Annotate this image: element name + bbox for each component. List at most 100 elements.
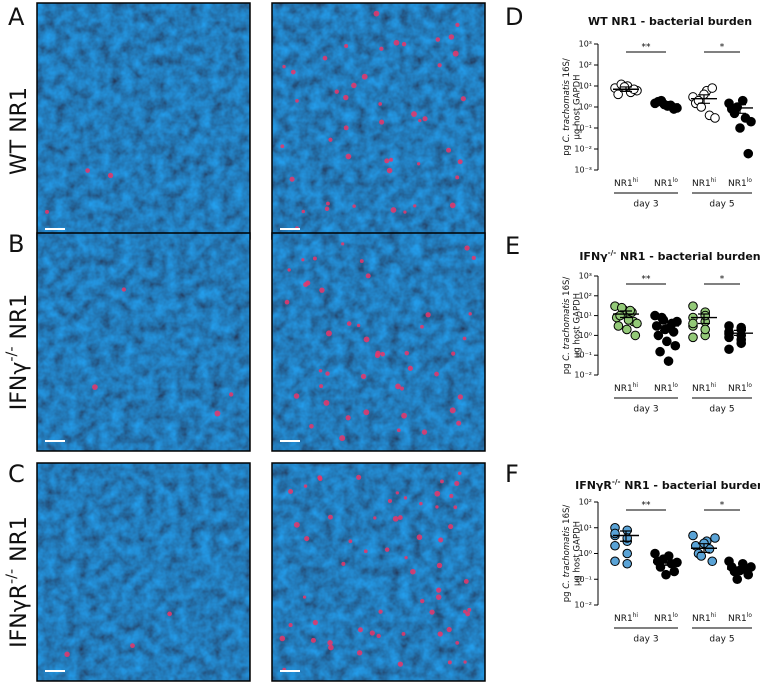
stained-cell (317, 475, 323, 481)
superscript: lo (673, 613, 679, 619)
stained-cell (309, 423, 314, 429)
stained-cell (280, 144, 285, 149)
group-label: day 3 (633, 405, 658, 415)
stained-cell (373, 10, 380, 17)
data-point (710, 113, 720, 123)
text-part: NR1 - bacterial burden (616, 250, 760, 263)
data-point (724, 344, 734, 355)
stained-cell (401, 412, 407, 419)
stained-cell (325, 371, 330, 376)
data-point (616, 302, 627, 313)
text-part: IFNγR (7, 584, 32, 648)
x-tick-label: NR1lo (728, 383, 752, 394)
stained-cell (455, 641, 460, 645)
stained-cell (374, 352, 381, 358)
stained-cell (295, 99, 299, 103)
micrograph-texture (272, 233, 485, 451)
micrograph (36, 232, 251, 452)
stained-cell (465, 611, 471, 617)
stained-cell (373, 516, 377, 520)
y-tick-label: 10¹ (579, 82, 592, 91)
stained-cell (387, 498, 393, 504)
micrograph-texture (37, 233, 250, 451)
significance-label: * (720, 43, 725, 53)
stained-cell (312, 256, 317, 261)
stained-cell (301, 258, 305, 262)
stained-cell (363, 549, 368, 554)
stained-cell (85, 168, 90, 173)
error-bar (734, 566, 746, 573)
error-bar (660, 321, 672, 331)
data-point (696, 102, 707, 112)
stained-cell (463, 660, 467, 664)
y-tick-label: 10³ (579, 272, 592, 281)
y-tick-label: 10⁻¹ (574, 575, 592, 584)
y-tick-label: 10⁰ (579, 549, 592, 558)
data-point (610, 528, 620, 539)
stained-cell (303, 282, 309, 288)
stained-cell (378, 102, 383, 106)
row-label: IFNγR-/- NR1 (4, 516, 32, 648)
stained-cell (460, 96, 466, 102)
y-axis-label: µg host GAPDH (573, 293, 583, 358)
group-label: day 3 (633, 635, 658, 645)
micrograph-texture (272, 463, 485, 681)
stained-cell (452, 50, 459, 57)
stained-cell (435, 37, 441, 42)
stained-cell (369, 630, 375, 636)
text-part: WT NR1 (7, 87, 32, 175)
stained-cell (457, 394, 464, 400)
y-tick-label: 10⁻¹ (574, 124, 592, 133)
y-tick-label: 10⁻² (574, 371, 592, 380)
x-tick-label: NR1lo (728, 178, 752, 189)
error-bar (620, 530, 632, 542)
stained-cell (379, 119, 385, 125)
significance-label: ** (642, 501, 652, 511)
stained-cell (323, 399, 330, 406)
stained-cell (397, 661, 404, 667)
stained-cell (463, 579, 469, 584)
stained-cell (287, 268, 291, 272)
error-bar (620, 86, 632, 93)
stained-cell (456, 420, 462, 426)
stained-cell (467, 607, 472, 612)
stained-cell (392, 515, 399, 522)
stained-cell (328, 137, 333, 142)
text-part: NR1 (654, 614, 673, 624)
stained-cell (403, 210, 407, 214)
superscript: hi (711, 178, 717, 184)
y-axis-label-part: pg (562, 142, 572, 156)
stained-cell (407, 365, 413, 371)
data-point (663, 356, 674, 366)
stained-cell (328, 644, 334, 651)
stained-cell (455, 22, 460, 27)
stained-cell (304, 535, 310, 542)
row-label: WT NR1 (7, 87, 32, 175)
superscript: lo (747, 383, 753, 389)
micrograph (36, 2, 251, 240)
stained-cell (319, 287, 325, 293)
chart-title: IFNγ-/- NR1 - bacterial burden (579, 248, 760, 264)
significance-label: * (720, 501, 725, 511)
stained-cell (365, 273, 371, 279)
y-tick-label: 10⁰ (579, 103, 592, 112)
superscript: lo (673, 383, 679, 389)
micrograph (271, 462, 486, 682)
y-tick-label: 10² (579, 291, 592, 300)
text-part: IFNγ (7, 362, 32, 411)
stained-cell (393, 39, 400, 46)
x-tick-label: NR1lo (654, 383, 678, 394)
x-tick-label: NR1hi (614, 383, 638, 394)
stained-cell (380, 351, 386, 357)
micrograph-border (271, 232, 486, 452)
y-tick-label: 10⁻³ (574, 166, 592, 175)
data-point (743, 148, 754, 159)
text-part: IFNγR (575, 479, 612, 492)
stained-cell (279, 635, 286, 642)
data-point (653, 330, 664, 341)
superscript: hi (633, 613, 639, 619)
data-point (688, 318, 698, 329)
stained-cell (437, 63, 442, 68)
micrograph (271, 232, 486, 452)
stained-cell (384, 547, 390, 552)
